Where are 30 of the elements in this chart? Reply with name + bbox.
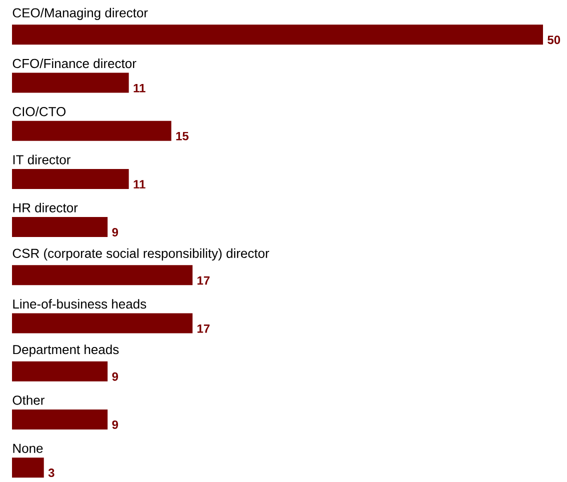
y-tick-label: HR director <box>13 202 78 212</box>
y-tick-label: IT director <box>13 154 70 164</box>
data-label: 9 <box>112 228 118 237</box>
bar <box>12 217 108 238</box>
data-label: 17 <box>197 276 210 285</box>
bar <box>12 265 193 286</box>
y-tick-label: CIO/CTO <box>12 106 66 116</box>
data-label: 11 <box>134 84 146 92</box>
bar <box>12 72 129 93</box>
data-label: 11 <box>134 180 146 188</box>
y-tick-label: CSR (corporate social responsibility) director <box>12 248 270 261</box>
y-tick-label: Other <box>12 395 44 405</box>
y-tick-label: Line-of-business heads <box>13 299 146 309</box>
bar <box>12 409 108 430</box>
y-tick-label: CEO/Managing director <box>12 8 148 20</box>
bar <box>12 120 172 141</box>
data-label: 15 <box>176 132 189 140</box>
data-label: 17 <box>197 324 210 333</box>
data-label: 3 <box>48 468 54 478</box>
data-label: 9 <box>112 372 118 381</box>
data-label: 9 <box>112 420 118 429</box>
y-tick-label: Department heads <box>13 344 119 357</box>
y-tick-label: CFO/Finance director <box>12 58 136 68</box>
bar <box>12 168 129 189</box>
bar <box>12 458 44 478</box>
bar <box>12 24 544 45</box>
bar <box>12 361 108 382</box>
data-label: 50 <box>548 36 560 44</box>
y-tick-label: None <box>13 444 43 453</box>
bar <box>12 313 193 334</box>
